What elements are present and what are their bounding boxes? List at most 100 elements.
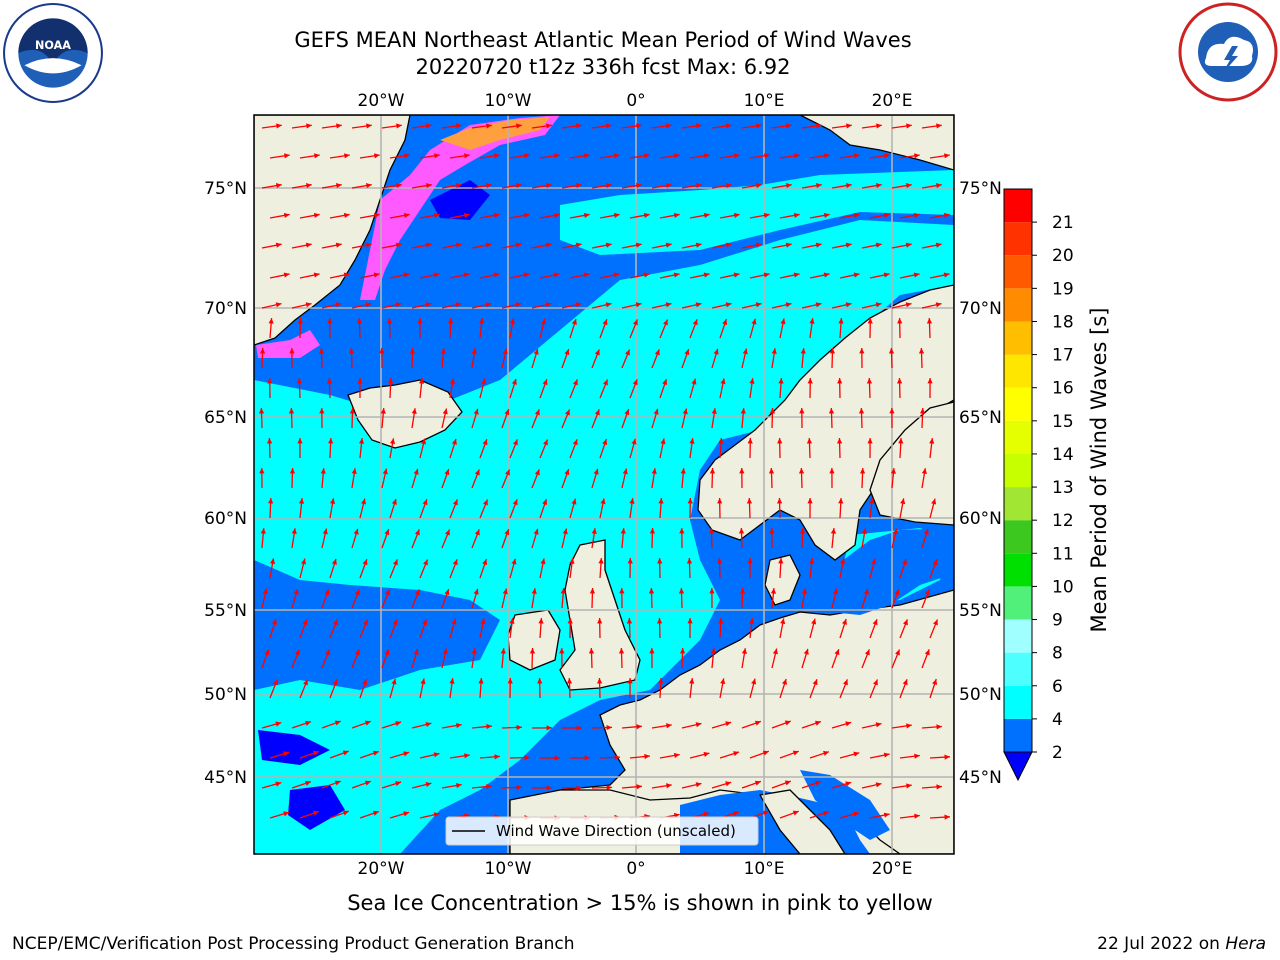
wind-arrow-head — [542, 499, 548, 506]
wind-arrow-head — [622, 468, 628, 475]
wind-arrow-head — [811, 618, 817, 625]
wind-arrow-head — [751, 678, 757, 685]
colorbar-segment — [1004, 685, 1032, 719]
wind-arrow-head — [936, 123, 942, 129]
wind-arrow-head — [816, 123, 822, 129]
wind-arrow-head — [913, 272, 920, 278]
lon-tick-bottom: 10°E — [744, 859, 785, 879]
wind-arrow-head — [717, 558, 723, 564]
wind-arrow-head — [606, 724, 612, 731]
wind-arrow-head — [523, 212, 530, 218]
wind-arrow-head — [734, 153, 740, 159]
wind-arrow-head — [314, 153, 320, 159]
wind-arrow-head — [829, 348, 836, 354]
wind-arrow-head — [815, 242, 822, 248]
wind-arrow-head — [534, 409, 540, 416]
wind-arrow-head — [529, 648, 536, 654]
wind-arrow-head — [778, 378, 784, 384]
wind-arrow-head — [662, 379, 668, 386]
wind-arrow-head — [504, 529, 510, 536]
wind-arrow-head — [258, 408, 265, 414]
wind-arrow-head — [456, 123, 462, 129]
wind-arrow-head — [546, 123, 552, 129]
wind-arrow-head — [875, 183, 882, 189]
wind-arrow-head — [695, 302, 702, 308]
credit-host: Hera — [1225, 934, 1266, 954]
wind-arrow-head — [859, 468, 866, 474]
wind-arrow-head — [738, 528, 745, 534]
wind-arrow-head — [449, 378, 456, 385]
wind-arrow-head — [679, 528, 685, 534]
wind-arrow-head — [606, 784, 612, 791]
wind-arrow-head — [897, 378, 903, 384]
wind-arrow-head — [768, 468, 775, 474]
colorbar-tick-label: 12 — [1052, 511, 1074, 531]
wind-arrow-head — [682, 408, 688, 415]
wind-arrow-head — [687, 618, 693, 624]
wind-arrow-head — [823, 750, 829, 756]
wind-arrow-head — [754, 720, 761, 726]
wind-arrow-head — [784, 780, 791, 786]
wind-arrow-head — [483, 499, 488, 506]
wind-arrow-head — [365, 183, 372, 189]
wind-arrow-head — [918, 348, 925, 354]
wind-arrow-head — [689, 438, 695, 444]
wind-arrow-head — [414, 589, 420, 596]
greenland — [254, 115, 411, 346]
wind-arrow-head — [679, 648, 686, 654]
wind-arrow-head — [764, 153, 770, 159]
wind-arrow-head — [305, 302, 312, 308]
wind-arrow-head — [545, 183, 552, 189]
wind-arrow-head — [318, 348, 325, 354]
wind-arrow-head — [627, 558, 633, 564]
wind-arrow-head — [524, 754, 530, 761]
wind-arrow-head — [485, 183, 492, 189]
wind-arrow-head — [515, 183, 522, 189]
wind-arrow-head — [425, 183, 432, 189]
wind-arrow-head — [576, 785, 582, 791]
noaa-logo-icon: NOAA — [3, 3, 103, 103]
wind-arrow-head — [803, 648, 809, 655]
wind-arrow-head — [572, 439, 578, 446]
wind-arrow-head — [594, 409, 600, 416]
wind-arrow-head — [546, 785, 552, 791]
wind-arrow-head — [636, 724, 642, 730]
wind-arrow-head — [644, 153, 650, 159]
wind-arrow-head — [785, 183, 792, 189]
wind-arrow-head — [293, 588, 299, 595]
wind-arrow-head — [575, 242, 582, 248]
wind-arrow-head — [829, 468, 835, 474]
lat-tick-left: 45°N — [204, 768, 247, 788]
wind-arrow-head — [553, 212, 560, 218]
wind-arrow-head — [331, 558, 337, 565]
wind-arrow-head — [666, 783, 672, 789]
wind-arrow-head — [379, 348, 385, 354]
wind-arrow-head — [305, 780, 311, 786]
wind-arrow-head — [422, 499, 428, 506]
wind-arrow-head — [494, 754, 500, 760]
wind-arrow-head — [830, 528, 837, 534]
wind-arrow-head — [929, 438, 935, 444]
wind-arrow-head — [618, 648, 625, 654]
wind-arrow-head — [876, 123, 882, 129]
wind-arrow-head — [632, 379, 638, 386]
colorbar-segment — [1004, 453, 1032, 488]
wind-arrow-head — [275, 302, 282, 308]
wind-arrow-head — [703, 272, 710, 278]
wind-arrow-head — [838, 498, 844, 504]
wind-arrow-head — [455, 183, 462, 189]
wind-arrow-head — [559, 648, 565, 654]
arrow-legend: Wind Wave Direction (unscaled) — [445, 816, 759, 846]
wind-arrow-head — [452, 559, 458, 566]
wind-arrow-head — [846, 123, 852, 129]
colorbar-segment — [1004, 222, 1032, 256]
wind-arrow-head — [271, 618, 277, 625]
wind-arrow-head — [777, 438, 783, 444]
wind-arrow-head — [778, 558, 784, 564]
wind-arrow-head — [288, 408, 295, 414]
wind-arrow-head — [746, 498, 753, 504]
wind-arrow-head — [418, 378, 425, 384]
wind-arrow-head — [936, 724, 942, 730]
wind-arrow-head — [357, 378, 363, 384]
wind-arrow-head — [709, 588, 715, 594]
